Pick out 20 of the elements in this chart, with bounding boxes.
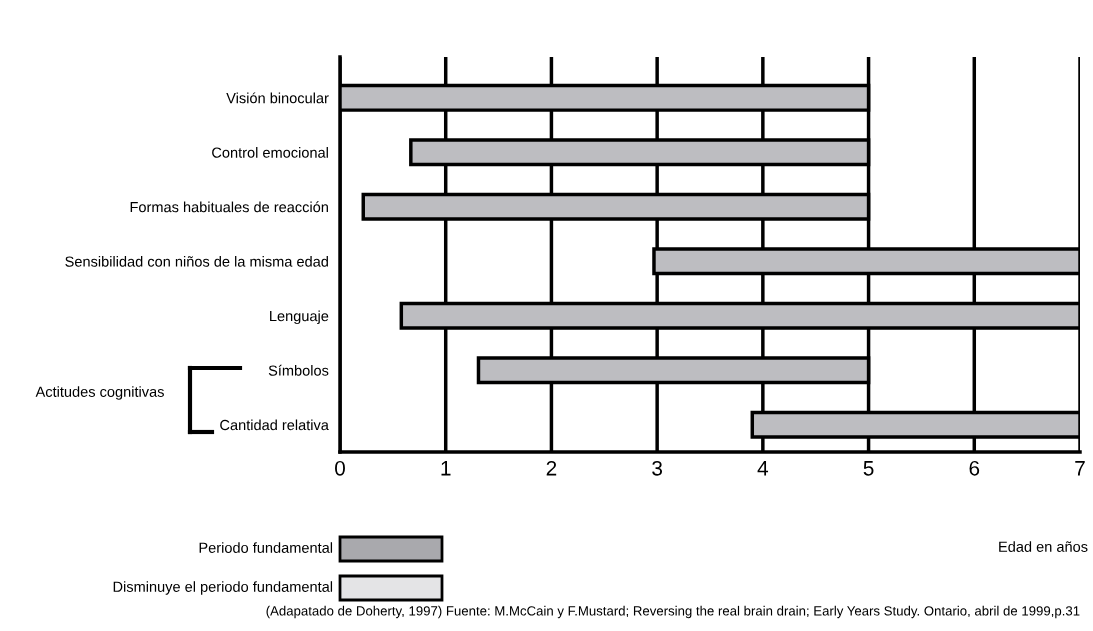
x-tick-label: 4 [757,461,769,476]
x-tick-label: 0 [335,460,345,476]
y-tick-label: Sensibilidad con niños de la misma edad [65,256,328,267]
y-tick-label: Visión binocular [226,92,329,104]
x-tick-label: 2 [546,460,557,476]
x-tick-label: 7 [1075,461,1085,476]
y-tick-label: Formas habituales de reacción [130,201,328,213]
text: Edad en años [999,541,1088,552]
x-tick-label: 1 [441,461,451,476]
y-tick-label: Lenguaje [270,310,329,325]
text: (Adapatado de Doherty, 1997) Fuente: M.McCain y F.Mustard; Reversing the real brain drain; Early Years Study. Ontario, abril de 1999,p.31 [266,605,1080,619]
text: Periodo fundamental [199,542,333,553]
x-tick-label: 5 [863,461,874,476]
y-tick-label: Control emocional [212,147,328,158]
text: Disminuye el periodo fundamental [113,581,333,595]
x-tick-label: 6 [969,460,980,476]
y-tick-label: Símbolos [268,364,329,376]
text: Actitudes cognitivas [35,386,164,400]
x-tick-label: 3 [652,460,663,476]
y-tick-label: Cantidad relativa [220,419,329,431]
